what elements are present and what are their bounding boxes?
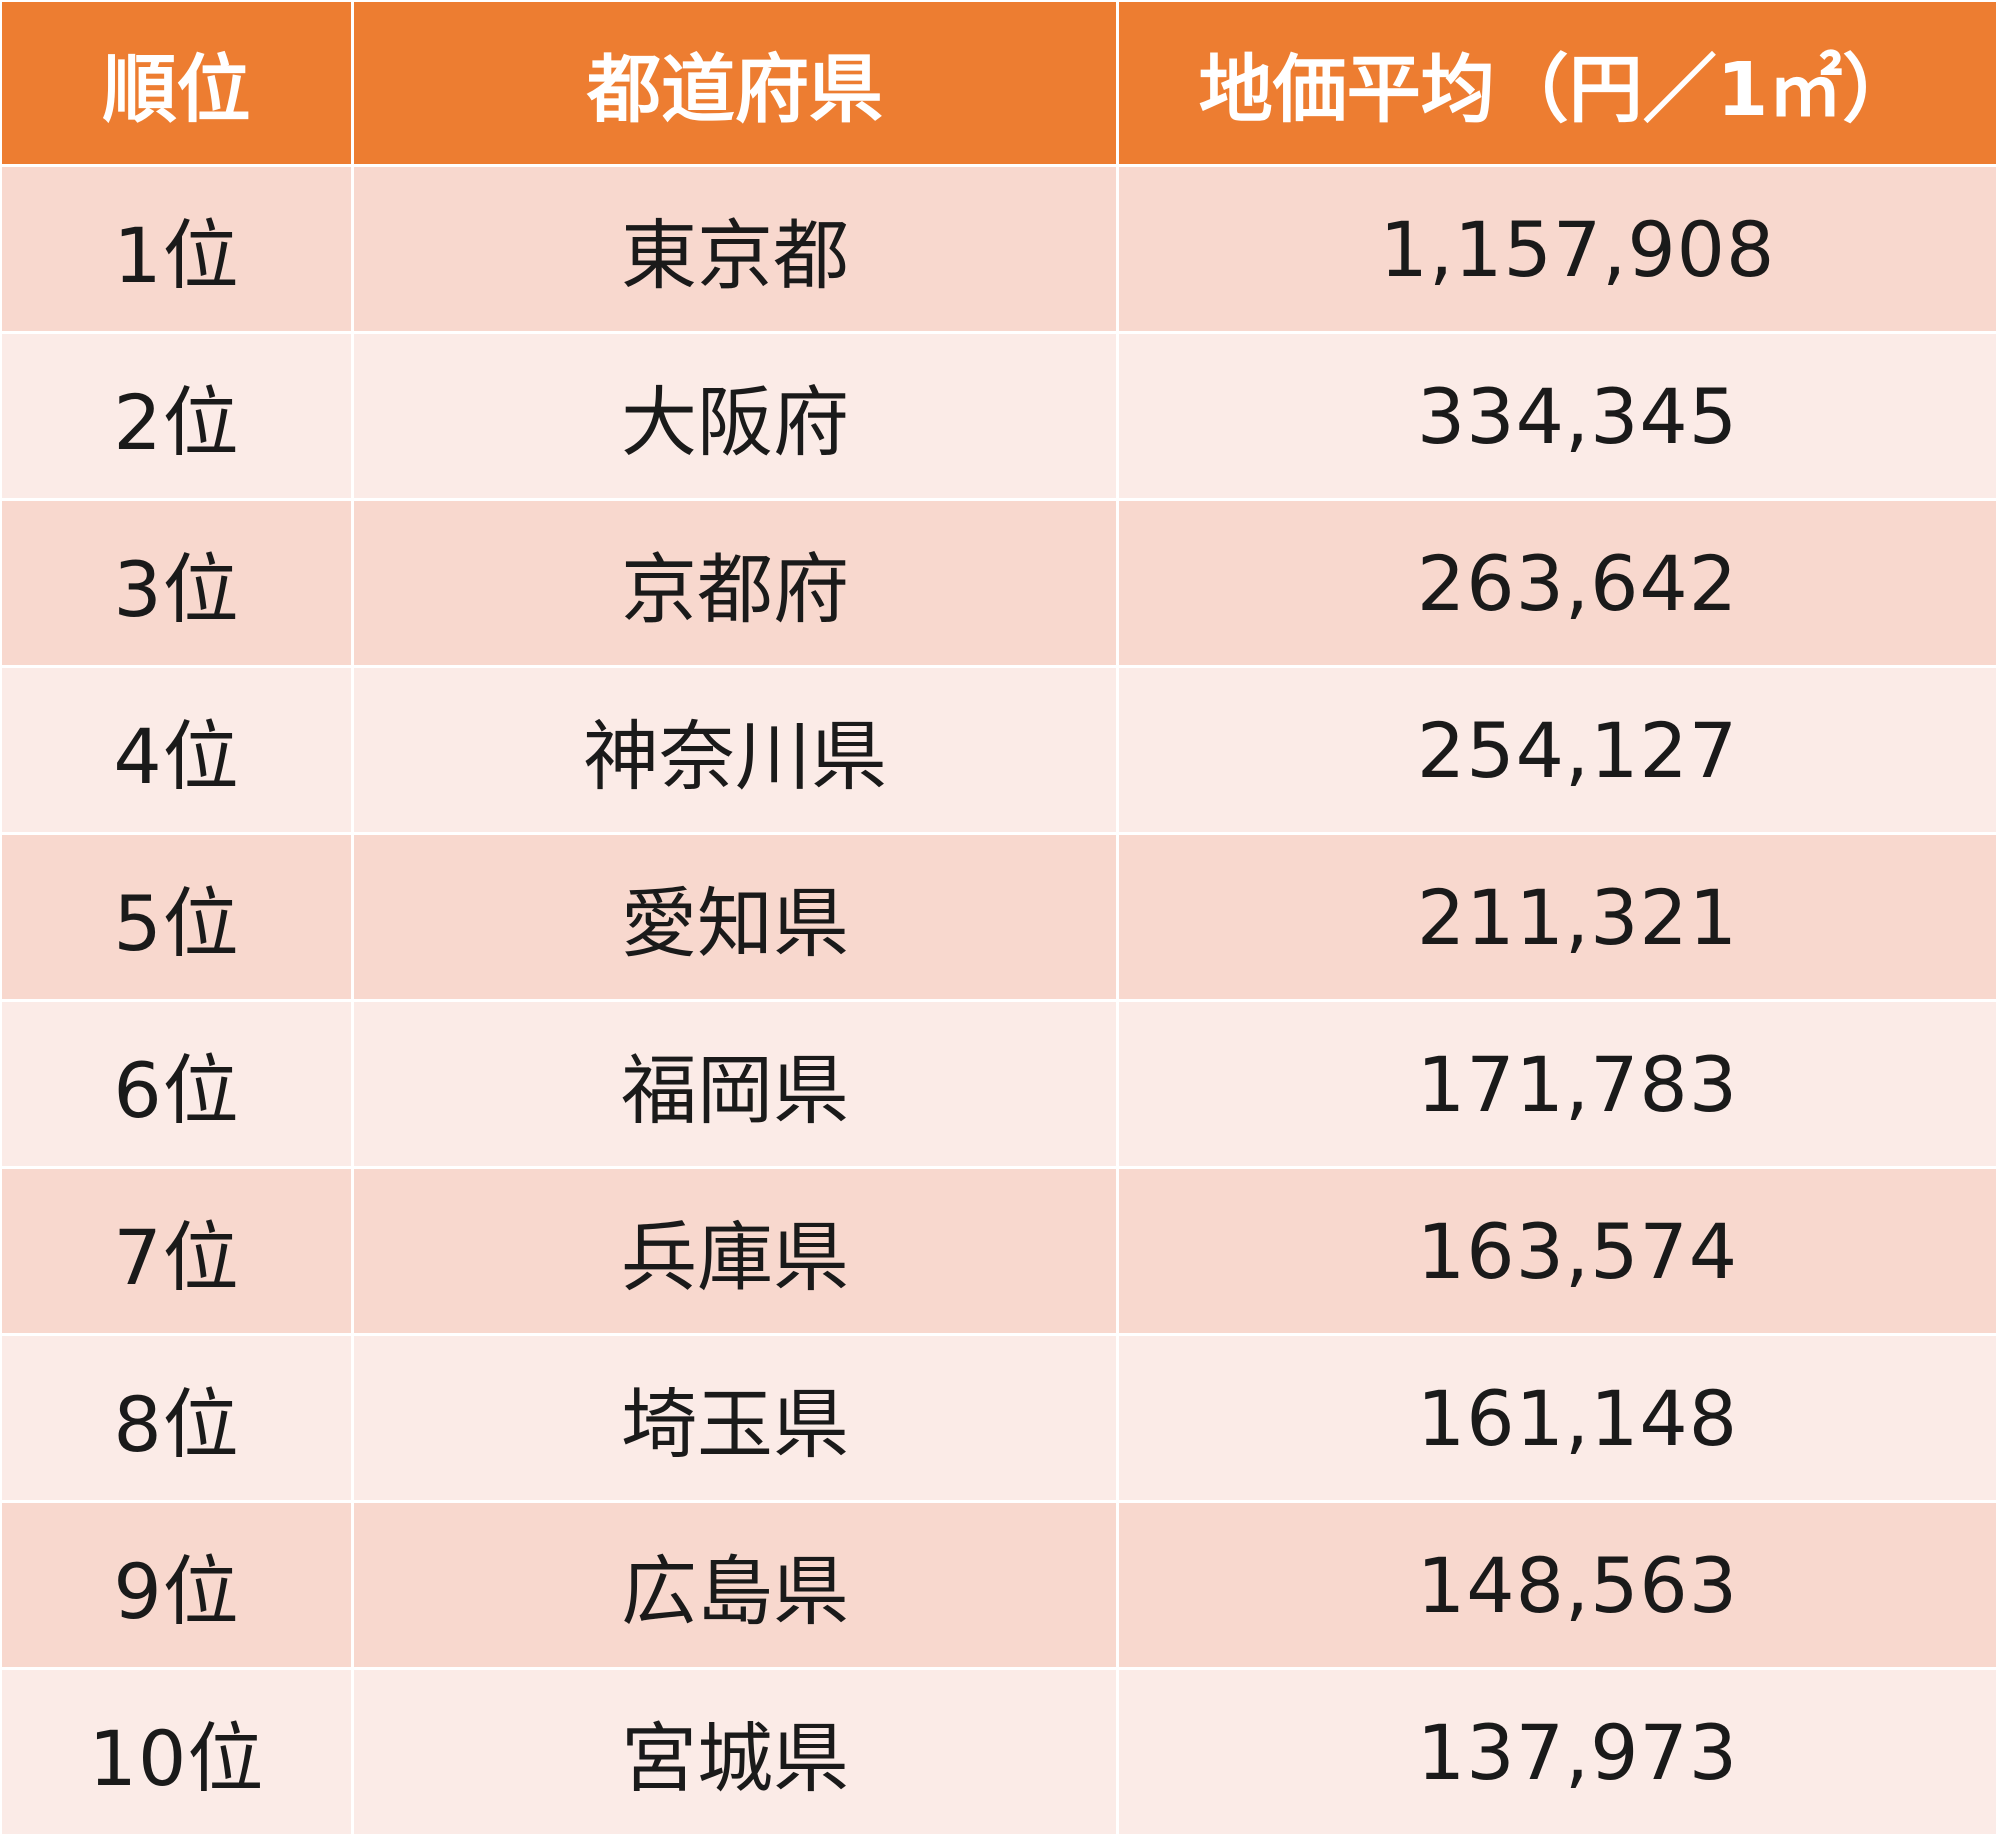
price-cell: 148,563 — [1119, 1503, 1996, 1667]
price-cell: 163,574 — [1119, 1169, 1996, 1333]
header-prefecture: 都道府県 — [354, 2, 1116, 164]
prefecture-cell: 東京都 — [354, 167, 1116, 331]
prefecture-cell: 愛知県 — [354, 835, 1116, 999]
price-cell: 263,642 — [1119, 501, 1996, 665]
rank-cell: 10位 — [2, 1670, 351, 1834]
prefecture-cell: 京都府 — [354, 501, 1116, 665]
prefecture-cell: 福岡県 — [354, 1002, 1116, 1166]
price-cell: 137,973 — [1119, 1670, 1996, 1834]
prefecture-cell: 宮城県 — [354, 1670, 1116, 1834]
header-price: 地価平均（円／1㎡） — [1119, 2, 1996, 164]
rank-cell: 6位 — [2, 1002, 351, 1166]
prefecture-cell: 兵庫県 — [354, 1169, 1116, 1333]
prefecture-cell: 神奈川県 — [354, 668, 1116, 832]
price-cell: 161,148 — [1119, 1336, 1996, 1500]
header-rank: 順位 — [2, 2, 351, 164]
price-cell: 211,321 — [1119, 835, 1996, 999]
price-cell: 1,157,908 — [1119, 167, 1996, 331]
rank-cell: 7位 — [2, 1169, 351, 1333]
rank-cell: 1位 — [2, 167, 351, 331]
prefecture-cell: 埼玉県 — [354, 1336, 1116, 1500]
prefecture-cell: 大阪府 — [354, 334, 1116, 498]
price-cell: 334,345 — [1119, 334, 1996, 498]
prefecture-cell: 広島県 — [354, 1503, 1116, 1667]
rank-cell: 9位 — [2, 1503, 351, 1667]
rank-cell: 8位 — [2, 1336, 351, 1500]
rank-cell: 3位 — [2, 501, 351, 665]
price-cell: 254,127 — [1119, 668, 1996, 832]
price-cell: 171,783 — [1119, 1002, 1996, 1166]
rank-cell: 2位 — [2, 334, 351, 498]
rank-cell: 4位 — [2, 668, 351, 832]
rank-cell: 5位 — [2, 835, 351, 999]
